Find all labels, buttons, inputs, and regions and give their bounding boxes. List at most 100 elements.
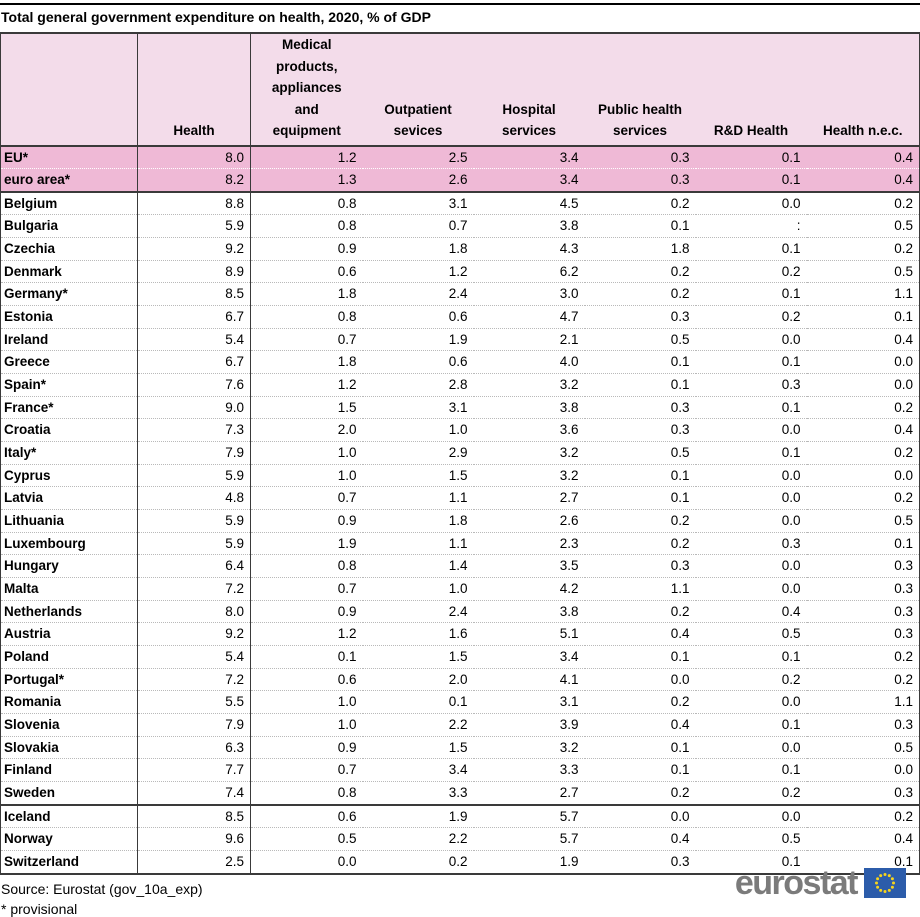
country-label: euro area* [0,168,138,192]
value-cell: 0.7 [250,486,363,510]
value-cell: 1.4 [362,554,474,578]
value-cell: 5.5 [137,690,251,714]
value-cell: 1.8 [362,237,474,261]
value-cell: 0.7 [250,576,363,601]
value-cell: 4.3 [473,237,585,261]
value-cell: 0.4 [695,599,807,623]
value-cell: 0.0 [695,418,807,442]
value-cell: 2.2 [362,827,474,851]
value-cell: 0.2 [584,690,696,714]
value-cell: 0.3 [584,418,696,442]
country-label: Finland [0,758,138,782]
value-cell: 0.1 [584,463,696,487]
value-cell: 8.8 [137,190,251,215]
value-cell: : [695,214,807,238]
value-cell: 0.1 [695,758,807,782]
country-label: Austria [0,622,138,646]
value-cell: 0.4 [806,327,920,351]
value-cell: 7.2 [137,576,251,601]
value-cell: 0.1 [695,282,807,306]
table-row: Malta 7.2 0.7 1.0 4.2 1.1 0.0 0.3 [0,576,920,601]
value-cell: 0.1 [584,350,696,374]
value-cell: 0.5 [806,509,920,533]
value-cell: 5.1 [473,622,585,646]
value-cell: 0.2 [695,780,807,805]
table-row: Poland 5.4 0.1 1.5 3.4 0.1 0.1 0.2 [0,644,920,669]
value-cell: 0.3 [695,373,807,397]
value-cell: 7.6 [137,373,251,397]
table-row: Luxembourg 5.9 1.9 1.1 2.3 0.2 0.3 0.1 [0,531,920,555]
value-cell: 0.1 [695,441,807,465]
table-row: Slovakia 6.3 0.9 1.5 3.2 0.1 0.0 0.5 [0,735,920,759]
value-cell: 0.3 [806,712,920,737]
value-cell: 5.4 [137,644,251,669]
table-row: EU* 8.0 1.2 2.5 3.4 0.3 0.1 0.4 [0,145,920,169]
value-cell: 3.2 [473,441,585,465]
country-label: Hungary [0,554,138,578]
value-cell: 0.7 [250,327,363,351]
value-cell: 0.2 [695,259,807,283]
value-cell: 1.9 [250,531,363,555]
value-cell: 0.0 [806,758,920,782]
eu-flag-icon [864,868,906,898]
table-row: euro area* 8.2 1.3 2.6 3.4 0.3 0.1 0.4 [0,168,920,192]
value-cell: 1.1 [584,576,696,601]
value-cell: 2.4 [362,599,474,623]
column-header-medical-products: Medical products, appliances and equipme… [250,33,363,147]
country-label: Estonia [0,305,138,329]
value-cell: 0.8 [250,190,363,215]
value-cell: 1.1 [806,690,920,714]
value-cell: 5.9 [137,214,251,238]
value-cell: 2.9 [362,441,474,465]
country-label: Slovenia [0,712,138,737]
top-rule [0,3,920,5]
column-header-hospital-services: Hospital services [473,33,585,147]
country-label: Spain* [0,373,138,397]
country-label: Poland [0,644,138,669]
value-cell: 5.7 [473,803,585,828]
value-cell: 0.1 [584,214,696,238]
value-cell: 0.2 [695,667,807,691]
value-cell: 1.8 [584,237,696,261]
value-cell: 2.0 [362,667,474,691]
value-cell: 4.8 [137,486,251,510]
table-row: Sweden 7.4 0.8 3.3 2.7 0.2 0.2 0.3 [0,780,920,805]
value-cell: 0.0 [695,509,807,533]
source-note: Source: Eurostat (gov_10a_exp) [1,880,203,897]
value-cell: 0.2 [362,849,474,874]
value-cell: 1.2 [250,145,363,169]
value-cell: 1.9 [362,803,474,828]
value-cell: 0.1 [806,849,920,874]
value-cell: 6.7 [137,305,251,329]
value-cell: 3.6 [473,418,585,442]
value-cell: 1.9 [473,849,585,874]
value-cell: 0.2 [584,282,696,306]
country-label: Sweden [0,780,138,805]
country-label: France* [0,395,138,419]
value-cell: 0.1 [806,305,920,329]
table-row: Bulgaria 5.9 0.8 0.7 3.8 0.1:0.5 [0,214,920,238]
table-row: Finland 7.7 0.7 3.4 3.3 0.1 0.1 0.0 [0,758,920,782]
value-cell: 0.5 [806,735,920,759]
value-cell: 0.6 [250,259,363,283]
value-cell: 2.8 [362,373,474,397]
value-cell: 0.2 [695,305,807,329]
value-cell: 0.2 [806,486,920,510]
value-cell: 2.6 [362,168,474,192]
table-row: Czechia 9.2 0.9 1.8 4.3 1.8 0.1 0.2 [0,237,920,261]
value-cell: 0.2 [584,599,696,623]
value-cell: 7.9 [137,712,251,737]
value-cell: 0.0 [806,373,920,397]
value-cell: 0.4 [584,827,696,851]
table-row: Norway 9.6 0.5 2.2 5.7 0.4 0.5 0.4 [0,827,920,851]
value-cell: 1.1 [362,531,474,555]
value-cell: 0.5 [584,327,696,351]
table-row: Denmark 8.9 0.6 1.2 6.2 0.2 0.2 0.5 [0,259,920,283]
value-cell: 1.0 [250,463,363,487]
value-cell: 0.2 [806,237,920,261]
value-cell: 0.0 [695,190,807,215]
value-cell: 2.2 [362,712,474,737]
value-cell: 0.3 [584,168,696,192]
value-cell: 0.2 [806,644,920,669]
value-cell: 0.3 [584,554,696,578]
